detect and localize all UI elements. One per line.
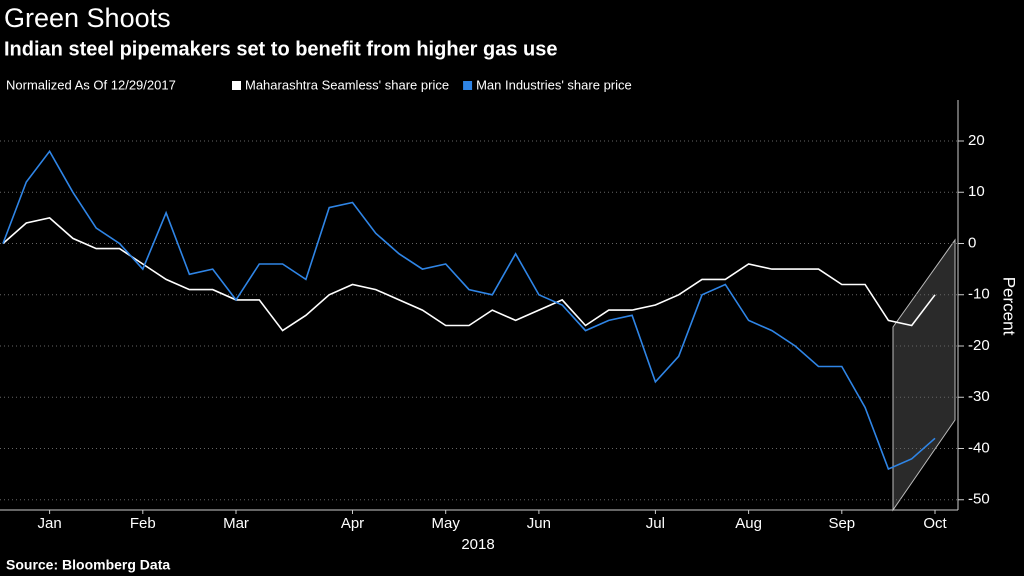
legend-swatch — [232, 81, 241, 90]
y-tick-label: -10 — [968, 286, 990, 303]
y-tick-label: -40 — [968, 439, 990, 456]
x-tick-label: May — [432, 515, 461, 532]
legend-title: Normalized As Of 12/29/2017 — [6, 77, 176, 92]
legend-label: Man Industries' share price — [476, 77, 632, 92]
x-tick-label: Jan — [38, 515, 62, 532]
x-tick-label: Aug — [735, 515, 762, 532]
y-tick-label: -50 — [968, 491, 990, 508]
chart-subtitle: Indian steel pipemakers set to benefit f… — [4, 38, 557, 60]
y-tick-label: 0 — [968, 234, 976, 251]
x-tick-label: Mar — [223, 515, 249, 532]
y-tick-label: -20 — [968, 337, 990, 354]
x-tick-label: Jun — [527, 515, 551, 532]
x-tick-label: Oct — [923, 515, 947, 532]
chart-title: Green Shoots — [4, 3, 171, 33]
x-tick-label: Sep — [828, 515, 855, 532]
x-tick-label: Jul — [646, 515, 665, 532]
x-tick-label: Feb — [130, 515, 156, 532]
legend-label: Maharashtra Seamless' share price — [245, 77, 449, 92]
y-tick-label: -30 — [968, 388, 990, 405]
y-axis-label: Percent — [1000, 277, 1019, 336]
x-tick-label: Apr — [341, 515, 364, 532]
y-tick-label: 20 — [968, 132, 985, 149]
series-line — [2, 217, 936, 332]
y-tick-label: 10 — [968, 183, 985, 200]
series-line — [2, 149, 936, 471]
x-axis-label: 2018 — [461, 536, 494, 553]
legend-swatch — [463, 81, 473, 90]
source: Source: Bloomberg Data — [6, 557, 170, 573]
